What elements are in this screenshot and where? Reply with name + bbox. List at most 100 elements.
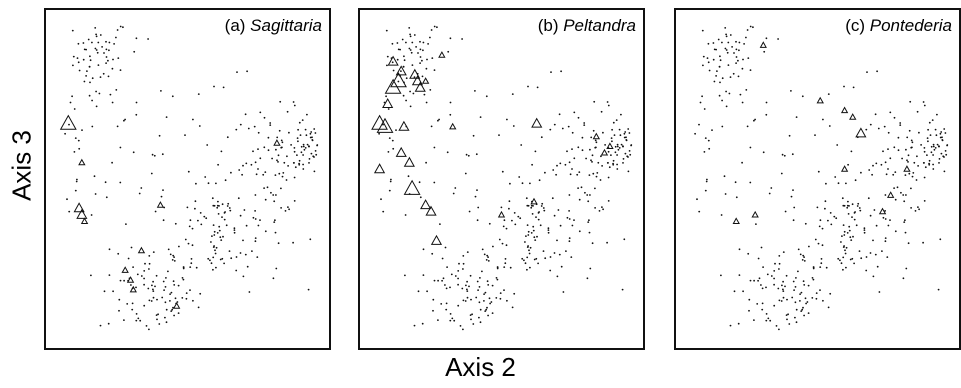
sample-point [440,303,443,305]
sample-point [943,156,945,158]
sample-point [267,149,270,152]
sample-point [236,71,238,73]
sample-point [889,219,891,222]
sample-point [818,225,821,228]
sample-point [298,121,301,124]
sample-point [939,238,942,241]
sample-point [936,113,938,116]
sample-point [773,270,776,272]
background-samples [378,25,633,331]
sample-point [767,317,770,320]
panel-title-letter: (c) [845,16,866,35]
sample-point [71,95,73,98]
sample-point [286,155,288,158]
sample-point [897,149,900,152]
sample-point [439,223,441,226]
sample-point [539,224,542,227]
sample-point [239,214,242,217]
sample-point [182,267,185,270]
sample-point [874,253,877,256]
sample-point [541,202,544,205]
sample-point [211,197,214,200]
sample-point [526,224,529,227]
sample-point [89,81,91,84]
sample-point [547,227,550,230]
sample-point [392,69,395,72]
sample-point [212,204,215,207]
sample-point [591,161,593,163]
sample-point [450,273,453,276]
sample-point [111,161,113,164]
occurrence-triangle [531,117,543,128]
sample-point [592,172,595,175]
sample-point [122,26,124,29]
sample-point [108,248,111,251]
sample-point [842,224,845,227]
sample-point [778,268,780,270]
sample-point [889,157,892,160]
sample-point [559,162,562,165]
sample-point [104,181,107,184]
sample-point [910,146,913,149]
sample-point [206,144,209,146]
occurrence-triangle [373,163,386,174]
sample-point [929,134,932,136]
sample-point [696,198,698,201]
sample-point [884,210,886,212]
sample-point [256,256,259,258]
sample-point [203,215,206,218]
sample-point [464,300,467,302]
sample-point [902,277,905,280]
sample-point [701,95,703,98]
sample-point [856,205,859,207]
sample-point [147,38,149,40]
sample-point [932,163,934,166]
sample-point [213,230,216,233]
sample-point [830,223,833,226]
sample-point [887,131,890,134]
sample-point [620,143,623,146]
sample-point [698,123,700,126]
sample-point [287,165,289,167]
sample-point [887,224,890,227]
sample-point [470,298,472,301]
panel-title-species: Peltandra [563,16,636,35]
occurrence-triangle [421,77,430,84]
sample-point [825,182,827,185]
sample-point [578,230,581,233]
sample-point [893,146,896,149]
sample-point [173,256,175,258]
sample-point [211,235,213,238]
sample-point [270,191,272,194]
sample-point [920,144,922,146]
sample-point [498,134,500,136]
sample-point [935,134,938,137]
sample-point [81,129,83,131]
sample-point [152,296,155,299]
sample-point [889,111,892,114]
sample-point [842,204,845,207]
sample-point [118,298,121,301]
sample-point [881,250,883,253]
sample-point [611,140,613,143]
sample-point [828,125,831,127]
sample-point [238,169,241,171]
sample-point [820,262,823,265]
sample-point [824,200,827,203]
sample-point [496,278,499,281]
sample-point [105,196,108,199]
sample-point [729,34,732,36]
sample-point [483,300,485,302]
sample-point [269,122,272,124]
sample-point [845,246,848,249]
sample-point [117,57,120,59]
sample-point [397,80,400,83]
sample-point [627,170,630,173]
sample-point [869,252,872,254]
sample-point [161,153,164,156]
sample-point [389,180,392,183]
sample-point [928,159,931,162]
sample-point [152,251,155,254]
sample-point [119,69,122,71]
sample-point [213,85,215,88]
